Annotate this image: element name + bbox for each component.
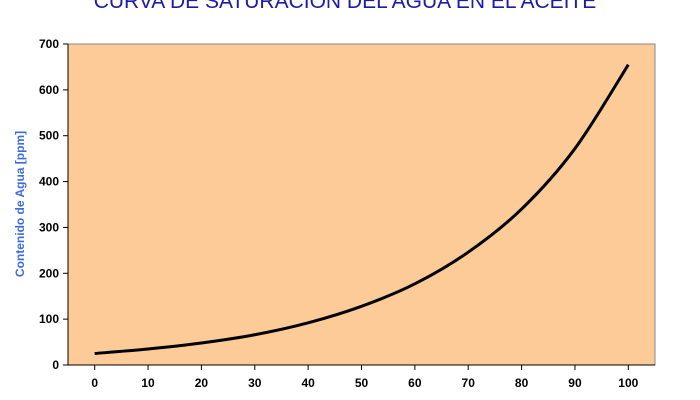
x-tick-label: 70 <box>462 376 476 390</box>
x-tick-label: 90 <box>568 376 582 390</box>
x-tick-label: 0 <box>91 376 98 390</box>
x-tick-label: 30 <box>248 376 262 390</box>
chart-title: CURVA DE SATURACIÓN DEL AGUA EN EL ACEIT… <box>94 0 597 13</box>
line-series <box>94 63 630 356</box>
y-tick-label: 300 <box>39 220 59 234</box>
y-tick-label: 100 <box>39 312 59 326</box>
y-tick-label: 200 <box>39 266 59 280</box>
x-tick-label: 40 <box>301 376 315 390</box>
y-axis-label: Contenido de Agua [ppm] <box>13 131 27 277</box>
x-tick-label: 10 <box>141 376 155 390</box>
y-tick-label: 400 <box>39 175 59 189</box>
plot-area <box>67 43 656 366</box>
x-tick-label: 60 <box>408 376 422 390</box>
y-tick-label: 0 <box>52 358 59 372</box>
y-tick-label: 600 <box>39 83 59 97</box>
x-tick-label: 50 <box>355 376 369 390</box>
x-tick-label: 20 <box>195 376 209 390</box>
y-tick-label: 700 <box>39 37 59 51</box>
x-tick-label: 80 <box>515 376 529 390</box>
x-tick-label: 100 <box>618 376 638 390</box>
y-tick-label: 500 <box>39 129 59 143</box>
